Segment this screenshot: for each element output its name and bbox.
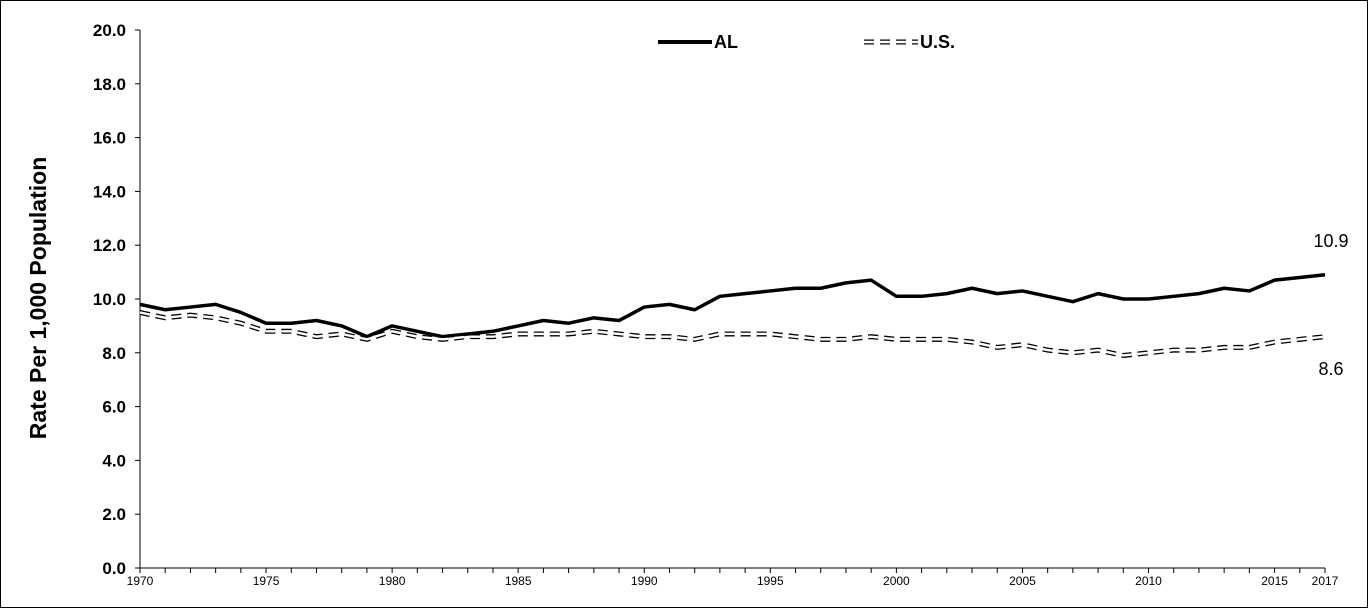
y-tick-label: 4.0 (102, 451, 126, 470)
legend: AL U.S. (658, 32, 955, 52)
x-tick-label: 1980 (379, 574, 406, 588)
y-tick-label: 12.0 (93, 236, 126, 255)
y-axis-label: Rate Per 1,000 Population (25, 157, 51, 439)
series-al-line (139, 273, 1326, 339)
y-tick-label: 2.0 (102, 505, 126, 524)
y-ticks: 0.0 2.0 4.0 6.0 8.0 10.0 12.0 14.0 16.0 18.0 20.0 (93, 21, 140, 578)
x-tick-label: 2015 (1261, 574, 1288, 588)
x-tick-label: 1995 (757, 574, 784, 588)
y-tick-label: 16.0 (93, 129, 126, 148)
series-u-s-line (139, 311, 1326, 357)
x-tick-label: 2017 (1312, 574, 1339, 588)
x-tick-label: 1975 (253, 574, 280, 588)
x-tick-label: 1970 (127, 574, 154, 588)
y-tick-label: 6.0 (102, 398, 126, 417)
x-tick-label: 1990 (631, 574, 658, 588)
x-tick-label: 2000 (883, 574, 910, 588)
us-end-label: 8.6 (1318, 359, 1343, 379)
al-end-label: 10.9 (1313, 231, 1348, 251)
x-tick-label: 2005 (1009, 574, 1036, 588)
y-tick-label: 18.0 (93, 75, 126, 94)
legend-al-label: AL (714, 32, 738, 52)
y-tick-label: 20.0 (93, 21, 126, 40)
x-tick-label: 2010 (1135, 574, 1162, 588)
series-layer (139, 273, 1326, 358)
end-labels: 10.9 8.6 (1313, 231, 1348, 379)
y-tick-label: 8.0 (102, 344, 126, 363)
x-ticks: 1970 1975 1980 1985 1990 1995 2000 2005 2010 2015… (127, 568, 1339, 588)
y-axis-label-group: Rate Per 1,000 Population (25, 157, 51, 439)
y-tick-label: 14.0 (93, 182, 126, 201)
y-tick-label: 10.0 (93, 290, 126, 309)
legend-us-label: U.S. (920, 32, 955, 52)
x-tick-label: 1985 (505, 574, 532, 588)
y-tick-label: 0.0 (102, 559, 126, 578)
